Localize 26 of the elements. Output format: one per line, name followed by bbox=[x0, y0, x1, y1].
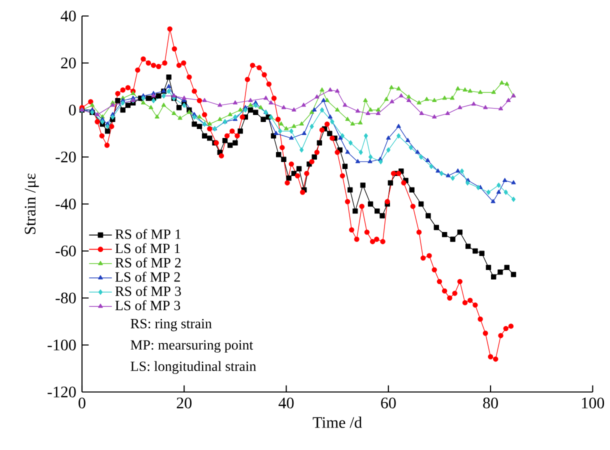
legend-label: RS of MP 3 bbox=[115, 286, 181, 296]
y-tick-label: 0 bbox=[69, 104, 76, 116]
y-tick-label: 40 bbox=[60, 10, 76, 22]
y-tick-label: -20 bbox=[56, 152, 76, 162]
y-tick-label: -40 bbox=[56, 198, 76, 210]
legend-label: RS of MP 2 bbox=[115, 257, 181, 268]
y-tick-label: -100 bbox=[48, 340, 76, 350]
annotation: RS: ring strain bbox=[130, 318, 212, 332]
x-tick-label: 80 bbox=[483, 398, 498, 408]
legend-label: LS of MP 2 bbox=[115, 272, 180, 282]
y-axis-title: Strain /με bbox=[24, 173, 39, 234]
annotation: MP: mearsuring point bbox=[130, 340, 254, 353]
annotation: LS: longitudinal strain bbox=[130, 361, 256, 374]
x-tick-label: 40 bbox=[278, 398, 294, 408]
x-tick-label: 100 bbox=[582, 398, 604, 408]
x-tick-label: 0 bbox=[78, 398, 86, 408]
legend-label: RS of MP 1 bbox=[115, 228, 181, 239]
x-axis-title: Time /d bbox=[312, 416, 362, 428]
x-tick-label: 60 bbox=[381, 398, 396, 408]
x-tick-label: 20 bbox=[176, 398, 192, 408]
y-tick-label: 20 bbox=[61, 58, 76, 68]
y-tick-label: -120 bbox=[48, 386, 76, 398]
legend-label: LS of MP 3 bbox=[115, 300, 180, 310]
legend-label: LS of MP 1 bbox=[115, 243, 180, 254]
y-tick-label: -60 bbox=[56, 246, 76, 256]
y-tick-label: -80 bbox=[56, 292, 76, 304]
